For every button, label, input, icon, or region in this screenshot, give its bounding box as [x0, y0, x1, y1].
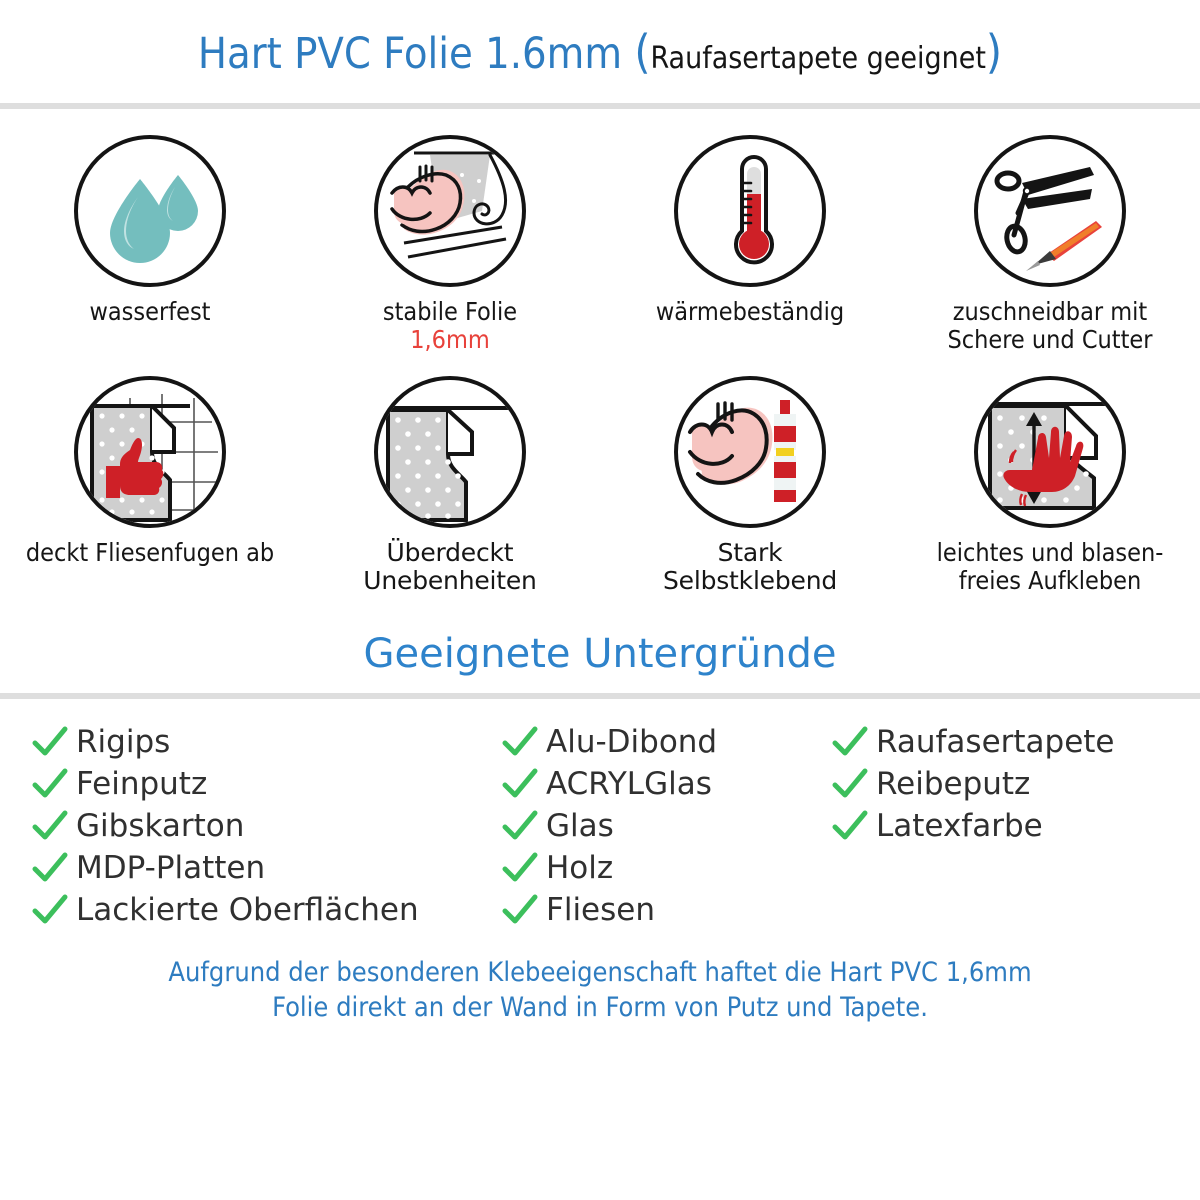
list-item-label: Fliesen — [546, 892, 655, 928]
list-item-label: Lackierte Oberflächen — [76, 892, 419, 928]
divider-bottom — [0, 693, 1200, 699]
feature-ueberdeckt-unebenheiten: Überdeckt Unebenheiten — [300, 376, 600, 595]
list-item-label: ACRYLGlas — [546, 766, 712, 802]
list-item[interactable]: Lackierte Oberflächen — [30, 889, 500, 931]
check-icon — [830, 725, 870, 759]
checklist-column-3: Raufasertapete Reibeputz Latexfarbe — [830, 721, 1170, 931]
check-icon — [830, 809, 870, 843]
check-icon — [500, 809, 540, 843]
title-subtext: Raufasertapete geeignet — [650, 40, 986, 76]
list-item[interactable]: ACRYLGlas — [500, 763, 830, 805]
feature-label: deckt Fliesenfugen ab — [26, 539, 274, 567]
check-icon — [500, 725, 540, 759]
feature-stabile-folie: stabile Folie 1,6mm — [300, 135, 600, 354]
list-item-label: Latexfarbe — [876, 808, 1043, 844]
check-icon — [30, 809, 70, 843]
divider-top — [0, 103, 1200, 109]
list-item-label: Reibeputz — [876, 766, 1031, 802]
list-item[interactable]: Fliesen — [500, 889, 830, 931]
feature-label-text: stabile Folie — [382, 297, 518, 326]
list-item-label: Feinputz — [76, 766, 208, 802]
feature-deckt-fliesenfugen: deckt Fliesenfugen ab — [0, 376, 300, 595]
check-icon — [30, 851, 70, 885]
feature-row-2: deckt Fliesenfugen ab — [0, 376, 1200, 595]
list-item-label: Glas — [546, 808, 614, 844]
feature-label: stabile Folie 1,6mm — [383, 298, 517, 354]
thumbs-up-tiles-icon — [74, 376, 226, 528]
feature-row-1: wasserfest — [0, 135, 1200, 354]
list-item[interactable]: Raufasertapete — [830, 721, 1170, 763]
checklist-column-2: Alu-Dibond ACRYLGlas Glas Holz — [500, 721, 830, 931]
list-item-label: Rigips — [76, 724, 171, 760]
list-item-label: Holz — [546, 850, 614, 886]
feature-label-text: wasserfest — [89, 297, 211, 326]
check-icon — [30, 725, 70, 759]
scissors-cutter-icon — [974, 135, 1126, 287]
title-paren-open: ( — [634, 24, 651, 79]
check-icon — [500, 767, 540, 801]
feature-label-text: zuschneidbar mit Schere und Cutter — [947, 297, 1153, 354]
feature-wasserfest: wasserfest — [0, 135, 300, 354]
list-item-label: MDP-Platten — [76, 850, 266, 886]
check-icon — [30, 893, 70, 927]
list-item[interactable]: Reibeputz — [830, 763, 1170, 805]
thermometer-icon — [674, 135, 826, 287]
feature-label-text: leichtes und blasen- freies Aufkleben — [936, 538, 1164, 595]
water-drops-icon — [74, 135, 226, 287]
subgrounds-checklist: Rigips Feinputz Gibskarton MDP-Platten — [0, 699, 1200, 931]
title-main: Hart PVC Folie 1.6mm — [197, 28, 623, 79]
feature-zuschneidbar: zuschneidbar mit Schere und Cutter — [900, 135, 1200, 354]
feature-label-text: Überdeckt Unebenheiten — [363, 538, 537, 595]
check-icon — [30, 767, 70, 801]
list-item[interactable]: MDP-Platten — [30, 847, 500, 889]
subgrounds-heading-text: Geeignete Untergründe — [363, 631, 837, 677]
list-item-label: Alu-Dibond — [546, 724, 718, 760]
list-item-label: Raufasertapete — [876, 724, 1115, 760]
check-icon — [500, 893, 540, 927]
footer-note: Aufgrund der besonderen Klebeeigenschaft… — [0, 955, 1200, 1025]
list-item[interactable]: Feinputz — [30, 763, 500, 805]
list-item[interactable]: Alu-Dibond — [500, 721, 830, 763]
page-title: Hart PVC Folie 1.6mm (Raufasertapete gee… — [198, 25, 1002, 79]
arm-glue-tube-icon — [674, 376, 826, 528]
feature-sublabel: 1,6mm — [410, 325, 490, 354]
feature-label: wasserfest — [90, 298, 211, 326]
strong-arm-film-icon — [374, 135, 526, 287]
feature-grid: wasserfest — [0, 109, 1200, 595]
list-item-label: Gibskarton — [76, 808, 245, 844]
feature-label: zuschneidbar mit Schere und Cutter — [947, 298, 1152, 354]
list-item[interactable]: Rigips — [30, 721, 500, 763]
feature-label-text: wärmebeständig — [655, 297, 845, 326]
covering-sheet-icon — [374, 376, 526, 528]
list-item[interactable]: Holz — [500, 847, 830, 889]
feature-label: leichtes und blasen- freies Aufkleben — [937, 539, 1164, 595]
header: Hart PVC Folie 1.6mm (Raufasertapete gee… — [0, 0, 1200, 103]
list-item[interactable]: Glas — [500, 805, 830, 847]
check-icon — [500, 851, 540, 885]
footer-line-1: Aufgrund der besonderen Klebeeigenschaft… — [168, 957, 1032, 988]
checklist-column-1: Rigips Feinputz Gibskarton MDP-Platten — [30, 721, 500, 931]
list-item[interactable]: Latexfarbe — [830, 805, 1170, 847]
hand-arrow-sheet-icon — [974, 376, 1126, 528]
feature-label-text: Stark Selbstklebend — [662, 538, 838, 595]
title-paren-close: ) — [985, 24, 1003, 79]
feature-blasenfreies-aufkleben: leichtes und blasen- freies Aufkleben — [900, 376, 1200, 595]
feature-label-text: deckt Fliesenfugen ab — [25, 538, 275, 567]
footer-line-2: Folie direkt an der Wand in Form von Put… — [272, 992, 928, 1024]
subgrounds-heading: Geeignete Untergründe — [0, 631, 1200, 677]
feature-stark-selbstklebend: Stark Selbstklebend — [600, 376, 900, 595]
feature-label: wärmebeständig — [656, 298, 844, 326]
check-icon — [830, 767, 870, 801]
feature-label: Überdeckt Unebenheiten — [363, 538, 537, 595]
list-item[interactable]: Gibskarton — [30, 805, 500, 847]
feature-label: Stark Selbstklebend — [663, 539, 837, 595]
feature-waermebestaendig: wärmebeständig — [600, 135, 900, 354]
